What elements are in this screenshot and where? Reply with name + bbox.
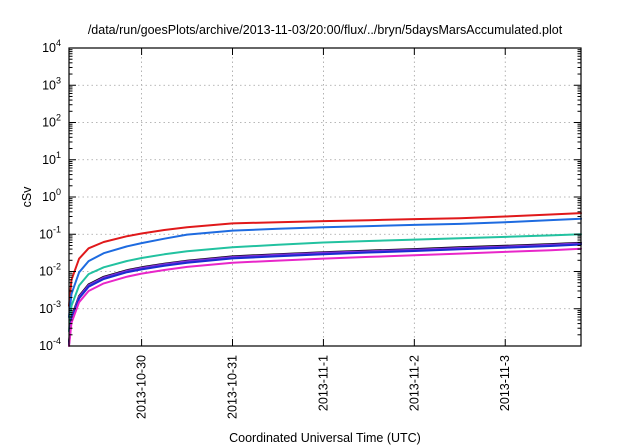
y-tick-label: 10-1 <box>39 224 61 241</box>
x-tick-labels: 2013-10-30 2013-10-31 2013-11-1 2013-11-2 20… <box>135 355 513 419</box>
y-tick-label: 101 <box>42 150 61 167</box>
series-line <box>68 217 582 318</box>
y-tick-label: 102 <box>42 113 61 130</box>
x-tick-label: 2013-10-30 <box>135 355 149 419</box>
chart-title: /data/run/goesPlots/archive/2013-11-03/2… <box>88 23 563 37</box>
series-line <box>68 247 582 347</box>
series-group <box>68 212 582 347</box>
x-axis-label: Coordinated Universal Time (UTC) <box>229 431 421 445</box>
y-tick-labels: 10-4 10-3 10-2 10-1 100 101 102 103 104 <box>39 38 61 353</box>
y-tick-label: 10-3 <box>39 299 61 316</box>
y-tick-label: 104 <box>42 38 61 55</box>
x-tick-label: 2013-11-3 <box>498 355 512 411</box>
y-tick-label: 10-2 <box>39 262 61 279</box>
x-tick-label: 2013-11-2 <box>407 355 421 411</box>
x-tick-label: 2013-11-1 <box>316 355 330 411</box>
x-tick-label: 2013-10-31 <box>226 355 240 419</box>
series-line <box>68 212 582 307</box>
series-line <box>68 243 582 346</box>
y-axis-label: cSv <box>20 186 34 208</box>
y-tick-label: 103 <box>42 75 61 92</box>
grid <box>69 48 581 346</box>
y-tick-label: 10-4 <box>39 336 61 353</box>
series-line <box>68 233 582 333</box>
axis-ticks <box>69 47 581 347</box>
y-tick-label: 100 <box>42 187 61 204</box>
